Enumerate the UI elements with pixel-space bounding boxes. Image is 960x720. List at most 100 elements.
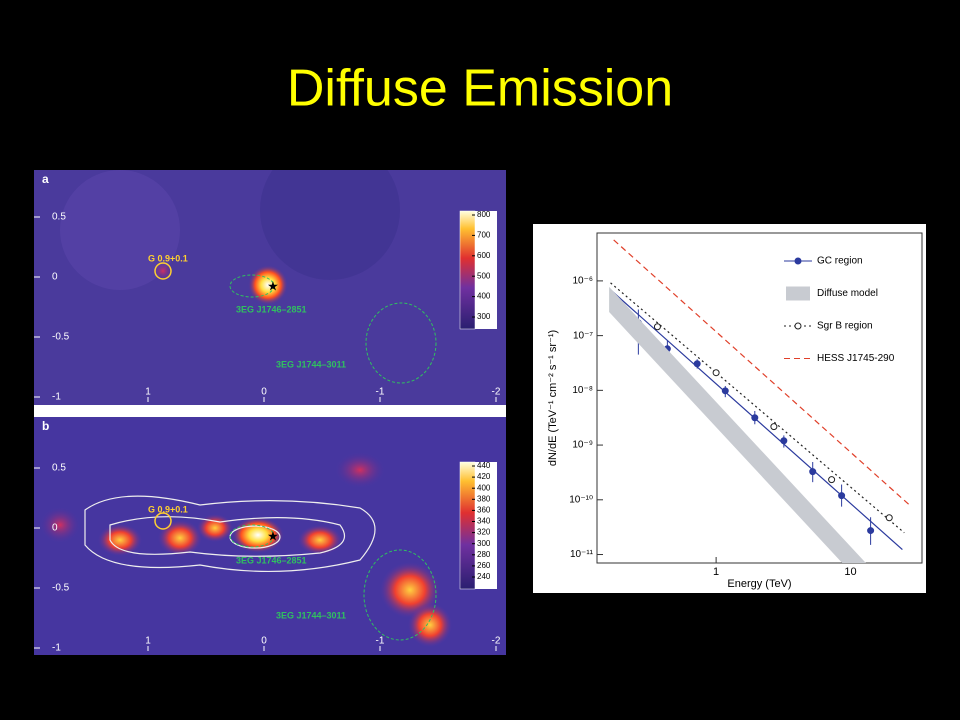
colorbar-tick-label: 340 [477,517,491,526]
y-tick-label: -0.5 [52,332,70,343]
legend-label: Diffuse model [817,288,878,299]
contour [109,516,345,557]
y-tick-label: 10⁻¹⁰ [569,494,593,505]
x-tick-label: -1 [376,387,385,398]
colorbar-tick-label: 360 [477,506,491,515]
emission-blob [40,507,80,543]
chart-panel [533,224,926,593]
legend-label: HESS J1745-290 [817,353,895,364]
star: ★ [267,528,279,543]
data-point [693,360,701,368]
noise [260,170,400,280]
colorbar-tick-label: 600 [477,251,491,260]
source-label: 3EG J1746–2851 [236,304,307,314]
colorbar-tick-label: 400 [477,292,491,301]
colorbar-tick-label: 300 [477,312,491,321]
emission-blob [408,603,452,647]
x-tick-label: 1 [145,636,151,647]
y-tick-label: 10⁻⁸ [572,385,593,396]
colorbar [459,210,476,330]
x-tick-label: -2 [492,387,501,398]
data-point [838,492,846,500]
fit-line [610,282,905,534]
colorbar-tick-label: 440 [477,461,491,470]
source-blob [153,261,173,281]
x-tick-label: 0 [261,636,267,647]
y-tick-label: 0.5 [52,212,66,223]
colorbar-tick-label: 700 [477,231,491,240]
emission-blob [335,452,385,488]
data-point [721,387,729,395]
data-point [828,476,836,484]
colorbar-tick-label: 380 [477,494,491,503]
source-ellipse [363,549,437,641]
colorbar-labels-bg [475,462,497,589]
colorbar-tick-label: 260 [477,561,491,570]
colorbar [459,461,476,590]
colorbar-tick-label: 240 [477,572,491,581]
source-label: G 0.9+0.1 [148,253,188,263]
source-circle [154,262,172,280]
data-point [770,423,778,431]
panel-label: b [42,419,49,433]
legend-label: GC region [817,256,863,267]
y-tick-label: 0.5 [52,463,66,474]
fit-line [613,239,912,508]
x-tick-label: -1 [376,636,385,647]
source-label: 3EG J1746–2851 [236,555,307,565]
plot-frame [596,232,923,564]
colorbar-labels-bg [475,211,497,329]
plot-area [609,239,912,563]
y-tick-label: 0 [52,523,58,534]
legend-label: Sgr B region [817,321,873,332]
slide-title: Diffuse Emission [287,60,673,118]
map-image: ★ [40,452,452,647]
data-point [751,414,759,422]
emission-blob [158,520,202,556]
colorbar-tick-label: 320 [477,528,491,537]
emission-blob [298,525,342,555]
data-point [712,369,720,377]
emission-blob [197,514,233,542]
y-tick-label: 10⁻⁷ [573,330,593,341]
diffuse-band [609,286,866,563]
colorbar-tick-label: 420 [477,472,491,481]
panel-label: a [42,172,49,186]
colorbar-tick-label: 400 [477,483,491,492]
data-point [809,468,817,476]
data-point [653,323,661,331]
source-ellipse [365,302,437,384]
y-axis-label: dN/dE (TeV⁻¹ cm⁻² s⁻¹ sr⁻¹) [547,330,559,466]
colorbar-tick-label: 500 [477,271,491,280]
x-tick-label: 1 [145,387,151,398]
y-tick-label: 10⁻⁶ [572,276,593,287]
data-point [780,437,788,445]
data-point [885,514,893,522]
x-axis-label: Energy (TeV) [727,578,791,590]
separator [34,405,506,417]
y-tick-label: -1 [52,392,61,403]
noise [60,170,180,290]
legend-marker [794,322,802,330]
colorbar-tick-label: 300 [477,539,491,548]
y-tick-label: -0.5 [52,583,70,594]
source-ellipse [229,274,275,298]
x-tick-label: -2 [492,636,501,647]
x-tick-label: 1 [713,566,719,578]
y-tick-label: 10⁻⁹ [572,440,593,451]
source-label: 3EG J1744–3011 [276,610,346,620]
source-label: 3EG J1744–3011 [276,359,346,369]
star: ★ [267,278,279,293]
source-ellipse [229,524,275,548]
colorbar-tick-label: 800 [477,210,491,219]
emission-blob [98,524,142,556]
map-image: ★ [60,170,437,384]
source-circle [154,512,172,530]
x-tick-label: 10 [844,566,856,578]
source-label: G 0.9+0.1 [148,504,188,514]
x-tick-label: 0 [261,387,267,398]
legend-marker [794,257,802,265]
y-tick-label: -1 [52,643,61,654]
